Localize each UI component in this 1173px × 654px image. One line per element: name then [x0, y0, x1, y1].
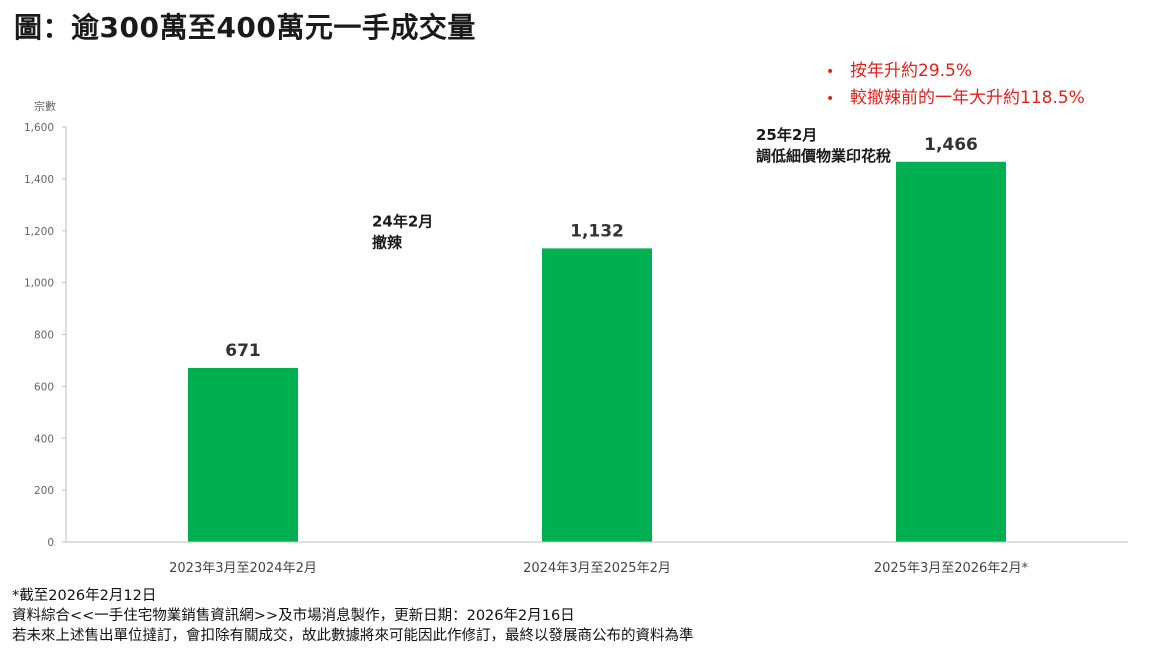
x-axis: 2023年3月至2024年2月 2024年3月至2025年2月 2025年3月至20…	[169, 561, 1028, 576]
x-tick-label: 2023年3月至2024年2月	[169, 561, 317, 576]
highlight-bullets: • 按年升約29.5% • 較撤辣前的一年大升約118.5%	[826, 58, 1085, 112]
footnote-disclaimer: 若未來上述售出單位撻訂，會扣除有關成交，故此數據將來可能因此作修訂，最終以發展商…	[12, 628, 694, 644]
bullet-dot: •	[826, 91, 835, 107]
y-tick-label: 600	[34, 381, 54, 393]
y-tick-label: 800	[34, 330, 54, 342]
x-tick-label: 2024年3月至2025年2月	[523, 561, 671, 576]
y-tick-label: 1,200	[24, 226, 54, 238]
annotation-line: 撤辣	[372, 233, 403, 251]
annotation-line: 調低細價物業印花稅	[756, 147, 892, 165]
y-tick-label: 1,600	[24, 122, 54, 134]
bar	[188, 367, 298, 542]
y-axis: 0 200 400 600 800 1,000 1,200 1,400 1,600	[24, 122, 66, 549]
bars: 671 1,132 1,466	[188, 135, 1006, 542]
footnotes: *截至2026年2月12日 資料綜合<<一手住宅物業銷售資訊網>>及市場消息製作…	[12, 586, 694, 646]
bullet-yoy-text: 按年升約29.5%	[850, 61, 973, 81]
annotation-line: 25年2月	[756, 126, 817, 144]
bullet-vs-pre-relaxation: • 較撤辣前的一年大升約118.5%	[826, 85, 1085, 112]
y-axis-label: 宗數	[34, 99, 56, 113]
y-tick-label: 1,400	[24, 174, 54, 186]
x-tick-label: 2025年3月至2026年2月*	[874, 561, 1029, 576]
bar	[542, 248, 652, 542]
y-tick-label: 200	[34, 485, 54, 497]
bar	[896, 161, 1006, 542]
bar-value-label: 671	[225, 341, 261, 361]
bar-value-label: 1,466	[924, 135, 978, 155]
y-tick-label: 1,000	[24, 278, 54, 290]
y-tick-label: 400	[34, 433, 54, 445]
chart-title: 圖：逾300萬至400萬元一手成交量	[14, 11, 476, 44]
annotation-line: 24年2月	[372, 212, 433, 230]
y-tick-label: 0	[47, 537, 54, 549]
bullet-dot: •	[826, 64, 835, 80]
footnote-cutoff: *截至2026年2月12日	[12, 588, 157, 604]
footnote-source: 資料綜合<<一手住宅物業銷售資訊網>>及市場消息製作，更新日期：2026年2月1…	[12, 608, 575, 624]
bullet-vs-pre-relaxation-text: 較撤辣前的一年大升約118.5%	[850, 88, 1085, 108]
bar-value-label: 1,132	[570, 221, 624, 241]
bullet-yoy: • 按年升約29.5%	[826, 58, 1085, 85]
